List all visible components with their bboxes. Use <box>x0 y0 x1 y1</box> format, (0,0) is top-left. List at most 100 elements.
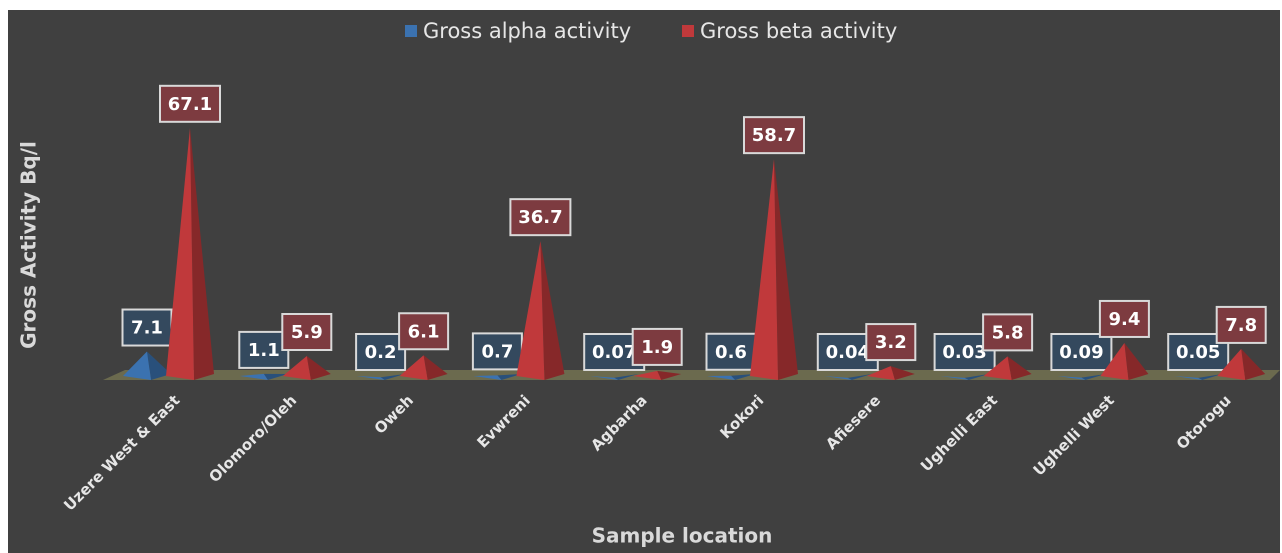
pyramid-side <box>190 127 214 380</box>
floor <box>103 370 1280 380</box>
data-label: 67.1 <box>159 84 221 123</box>
data-label: 1.1 <box>238 330 290 369</box>
data-label: 58.7 <box>743 116 805 155</box>
data-label: 1.9 <box>631 327 683 366</box>
legend-label: Gross beta activity <box>700 19 897 43</box>
pyramid <box>166 127 194 380</box>
data-label-text: 0.04 <box>826 342 870 363</box>
pyramid <box>983 356 1012 380</box>
x-axis-title: Sample location <box>592 524 773 548</box>
data-label-text: 0.05 <box>1176 342 1220 363</box>
data-label-text: 0.07 <box>592 342 636 363</box>
pyramid <box>123 351 151 380</box>
pyramid <box>516 241 545 380</box>
pyramid <box>1217 348 1246 380</box>
pyramid <box>1057 376 1086 380</box>
data-label-text: 5.9 <box>291 322 323 343</box>
pyramid <box>866 366 895 380</box>
data-label-text: 0.6 <box>715 342 747 363</box>
data-label: 0.03 <box>933 333 996 371</box>
data-label-text: 9.4 <box>1108 309 1140 330</box>
data-label: 36.7 <box>509 198 572 237</box>
data-label-box <box>865 323 917 362</box>
pyramid-side <box>1241 348 1266 380</box>
data-label-text: 36.7 <box>518 207 562 228</box>
pyramid-side <box>614 374 639 380</box>
pyramid <box>590 376 619 380</box>
data-label-text: 1.1 <box>248 340 280 361</box>
data-label: 0.6 <box>705 332 757 371</box>
data-label-text: 1.9 <box>641 337 673 358</box>
data-label-text: 67.1 <box>168 94 212 115</box>
pyramid-side <box>657 370 682 380</box>
pyramid <box>1174 376 1203 380</box>
data-label-text: 0.03 <box>942 342 986 363</box>
pyramid <box>823 376 852 380</box>
data-label-text: 0.2 <box>365 342 397 363</box>
pyramid-side <box>423 355 448 380</box>
data-label-text: 5.8 <box>992 322 1024 343</box>
legend-swatch <box>682 25 694 37</box>
pyramid-side <box>731 374 755 380</box>
data-label: 0.09 <box>1050 333 1113 371</box>
data-label: 5.9 <box>281 313 333 352</box>
pyramid-side <box>497 374 522 380</box>
data-label: 6.1 <box>398 312 450 351</box>
pyramid <box>399 355 428 380</box>
pyramid-side <box>147 351 171 380</box>
data-label: 0.7 <box>471 332 523 371</box>
pyramid <box>473 375 502 380</box>
pyramid <box>940 376 969 380</box>
data-label-text: 7.1 <box>131 318 163 339</box>
data-label-box <box>705 332 757 371</box>
legend-swatch <box>405 25 417 37</box>
pyramid-side <box>1007 356 1032 380</box>
pyramid <box>1100 342 1129 380</box>
pyramid-side <box>540 241 565 380</box>
data-label-text: 0.09 <box>1059 342 1103 363</box>
data-label-box <box>398 312 450 351</box>
data-label: 0.2 <box>355 333 407 371</box>
data-label-text: 0.7 <box>481 341 513 362</box>
data-label: 5.8 <box>982 313 1034 352</box>
pyramid-side <box>1198 374 1223 380</box>
data-label-text: 6.1 <box>408 321 440 342</box>
pyramid <box>633 370 662 380</box>
data-label: 7.8 <box>1215 305 1267 344</box>
data-label-box <box>1215 305 1267 344</box>
data-label-box <box>631 327 683 366</box>
data-label-text: 58.7 <box>752 125 796 146</box>
data-label-text: 7.8 <box>1225 315 1257 336</box>
pyramid-side <box>306 356 331 380</box>
legend-label: Gross alpha activity <box>423 19 631 43</box>
pyramid-side <box>847 374 872 380</box>
data-label-text: 3.2 <box>875 332 907 353</box>
data-label-box <box>509 198 572 237</box>
data-label-box <box>1098 299 1150 338</box>
pyramid <box>239 373 268 380</box>
pyramid-side <box>964 374 989 380</box>
data-label: 3.2 <box>865 323 917 362</box>
pyramid-side <box>1124 342 1149 380</box>
data-label-box <box>159 84 221 123</box>
pyramid-side <box>1081 374 1106 380</box>
data-label-box <box>982 313 1034 352</box>
pyramid-side <box>380 374 405 380</box>
pyramid <box>750 159 778 380</box>
pyramid-side <box>890 366 915 380</box>
pyramid <box>356 376 385 380</box>
data-label-box <box>933 333 996 371</box>
data-label-box <box>281 313 333 352</box>
pyramid <box>282 356 311 380</box>
data-label-box <box>238 330 290 369</box>
pyramid-side <box>774 159 798 380</box>
pyramid-side <box>263 373 288 380</box>
data-label-box <box>355 333 407 371</box>
data-label: 7.1 <box>121 308 173 347</box>
data-label-box <box>743 116 805 155</box>
pyramid <box>707 375 735 380</box>
data-label: 9.4 <box>1098 299 1150 338</box>
data-label-box <box>1050 333 1113 371</box>
y-axis-title: Gross Activity Bq/l <box>17 141 41 349</box>
